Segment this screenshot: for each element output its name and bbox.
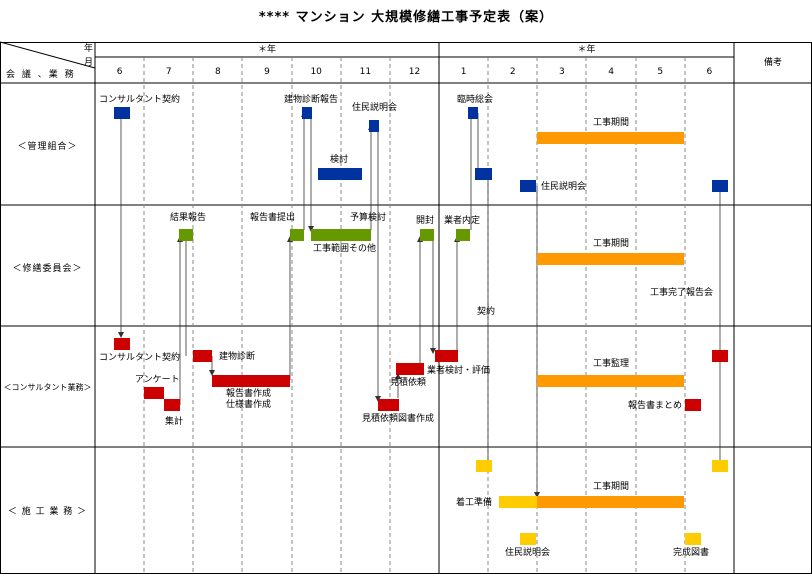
shuzen-opening-bar: [420, 229, 434, 241]
consul-summary-label: 報告書まとめ: [628, 401, 683, 411]
kanri-vote-bar: [475, 168, 492, 180]
consul-estimate-label: 見積依頼: [390, 378, 427, 388]
kanri-briefing-bar: [369, 120, 379, 132]
year1-header: ＊年: [257, 45, 276, 55]
shuzen-scope-label: 工事範囲その他: [313, 244, 377, 254]
shuzen-contractor-bar: [456, 229, 470, 241]
row-label-shuzen: ＜修繕委員会＞: [12, 264, 83, 274]
seko-work-period-bar: [537, 496, 684, 508]
kanri-briefing2-label: 住民説明会: [541, 182, 587, 192]
month-header-cell: 10: [310, 67, 322, 77]
shuzen-result-report-bar: [179, 229, 193, 241]
month-header-cell: 9: [264, 67, 270, 77]
consul-estimate-docs-bar: [378, 399, 399, 411]
consul-estimate-docs-label: 見積依頼図書作成: [362, 414, 435, 424]
kanri-work-period-label: 工事期間: [593, 118, 630, 128]
consul-report-label: 報告書作成: [226, 389, 272, 399]
row-header-label: 会 議 、業 務: [6, 70, 76, 80]
contract-label: 契約: [477, 307, 496, 317]
consul-tally-label: 集計: [165, 417, 184, 427]
consul-estimate-bar: [396, 363, 424, 375]
consul-supervision-label: 工事監理: [593, 359, 630, 369]
kanri-consul-contract-bar: [114, 107, 130, 119]
kanri-briefing2-bar: [520, 180, 536, 192]
year2-header: ＊年: [577, 45, 596, 55]
shuzen-work-period-bar: [537, 253, 684, 265]
shuzen-contractor-label: 業者内定: [444, 216, 481, 226]
kanri-briefing-label: 住民説明会: [352, 103, 398, 113]
consul-supervision-bar: [537, 375, 684, 387]
year-corner-label: 年: [84, 44, 94, 54]
kanri-extra-meeting-bar: [468, 107, 478, 119]
consul-survey-bar: [144, 387, 164, 399]
consul-survey-label: アンケート: [135, 375, 180, 385]
consul-spec-label: 仕様書作成: [226, 400, 272, 410]
kanri-final-bar: [712, 180, 728, 192]
kanri-diag-report-bar: [302, 107, 312, 119]
consul-diag-label: 建物診断: [219, 352, 256, 362]
row-label-consul: ＜コンサルタント業務＞: [3, 383, 92, 392]
shuzen-budget-review-label: 予算検討: [350, 213, 387, 223]
seko-completion-docs-label: 完成図書: [673, 548, 710, 558]
shuzen-completion-report-label: 工事完了報告会: [650, 288, 714, 298]
shuzen-report-submit-bar: [290, 229, 304, 241]
month-header-cell: 5: [657, 67, 664, 77]
kanri-diag-report-label: 建物診断報告: [284, 95, 339, 105]
shuzen-budget-review-bar: [311, 229, 371, 241]
seko-final-bar: [712, 460, 728, 472]
row-label-seko: ＜ 施 工 業 務 ＞: [7, 507, 88, 517]
shuzen-result-report-label: 結果報告: [170, 213, 207, 223]
consul-final-bar: [712, 350, 728, 362]
month-header-cell: 8: [215, 67, 221, 77]
kanri-review-bar: [318, 168, 362, 180]
seko-start-bar: [476, 460, 492, 472]
consul-eval-label: 業者検討・評価: [427, 366, 491, 376]
seko-prep-bar: [499, 496, 537, 508]
remarks-header: 備考: [763, 58, 782, 68]
month-corner-label: 月: [84, 58, 94, 68]
consul-tally-bar: [164, 399, 180, 411]
month-header-cell: 1: [460, 67, 467, 77]
consul-eval-bar: [435, 350, 458, 362]
kanri-consul-contract-label: コンサルタント契約: [99, 95, 181, 105]
consul-contract-bar: [114, 338, 130, 350]
page-title: **** マンション 大規模修繕工事予定表（案）: [258, 10, 554, 25]
month-header-cell: 2: [509, 67, 516, 77]
month-header-cell: 6: [706, 67, 713, 77]
month-header-cell: 3: [559, 67, 565, 77]
month-header-cell: 4: [608, 67, 614, 77]
shuzen-report-submit-label: 報告書提出: [250, 213, 296, 223]
seko-briefing-bar: [520, 533, 536, 545]
consul-contract-label: コンサルタント契約: [99, 353, 181, 363]
month-header-cell: 11: [359, 67, 372, 77]
row-label-kanri: ＜管理組合＞: [17, 142, 78, 152]
month-header-cell: 7: [165, 67, 172, 77]
kanri-extra-meeting-label: 臨時総会: [457, 95, 494, 105]
consul-summary-bar: [685, 399, 701, 411]
shuzen-work-period-label: 工事期間: [593, 239, 630, 249]
shuzen-opening-label: 開封: [416, 216, 435, 226]
consul-diag-bar: [193, 350, 212, 362]
kanri-work-period-bar: [537, 132, 684, 144]
seko-briefing-label: 住民説明会: [505, 548, 551, 558]
seko-work-period-label: 工事期間: [593, 482, 630, 492]
kanri-review-label: 検討: [330, 155, 349, 165]
seko-completion-docs-bar: [685, 533, 701, 545]
month-header-cell: 6: [116, 67, 123, 77]
consul-report-bar: [212, 375, 290, 387]
seko-prep-label: 着工準備: [456, 498, 493, 508]
month-header-cell: 12: [408, 67, 421, 77]
